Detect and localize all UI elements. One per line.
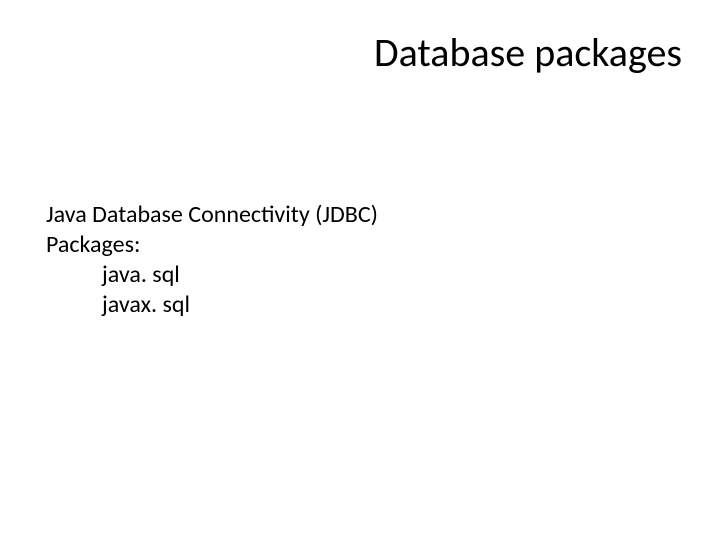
slide-title: Database packages bbox=[374, 28, 682, 77]
slide: Database packages Java Database Connecti… bbox=[0, 0, 720, 540]
body-text-block: Java Database Connectivity (JDBC) Packag… bbox=[46, 200, 378, 320]
body-line: Packages: bbox=[46, 230, 378, 260]
body-line: java. sql bbox=[46, 260, 378, 290]
body-line: javax. sql bbox=[46, 290, 378, 320]
body-line: Java Database Connectivity (JDBC) bbox=[46, 200, 378, 230]
